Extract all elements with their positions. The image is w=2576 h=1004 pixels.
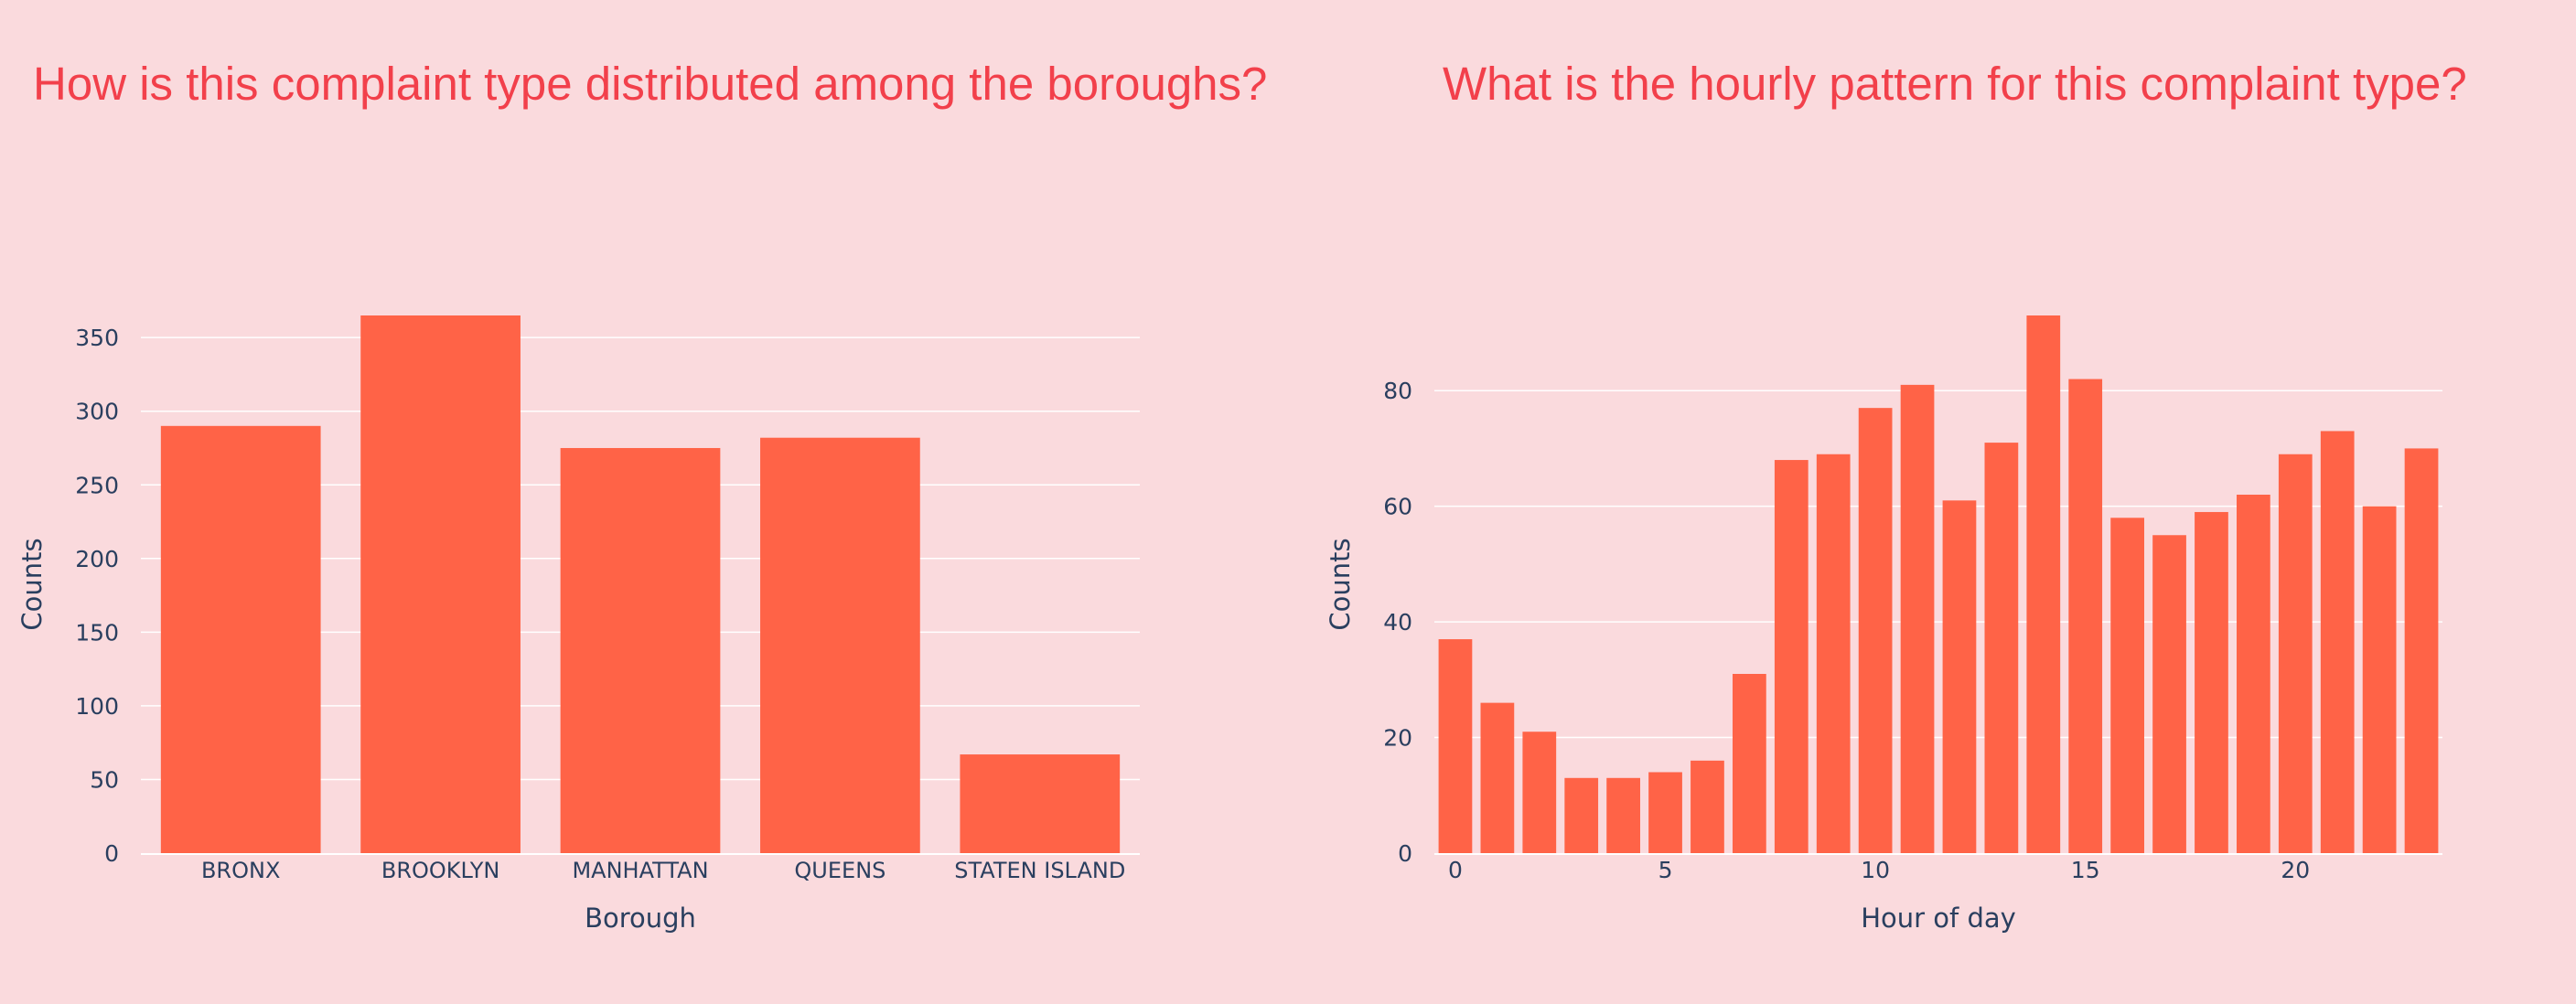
bar <box>2152 535 2186 853</box>
y-tick-label: 60 <box>1383 494 1412 520</box>
bar <box>560 447 721 853</box>
bar <box>2278 454 2313 853</box>
bar <box>1984 443 2019 853</box>
bar <box>1648 772 1682 853</box>
x-tick-label: MANHATTAN <box>572 858 708 883</box>
bar <box>2237 495 2270 853</box>
y-tick-label: 150 <box>75 619 119 646</box>
bar <box>1900 384 1935 853</box>
bar <box>2068 379 2103 853</box>
y-axis-label: Counts <box>16 538 48 630</box>
x-tick-label: 5 <box>1658 857 1673 883</box>
hourly-bar-chart: 0 20 40 60 80 0 5 10 15 20 Hour of day Counts <box>1325 315 2442 934</box>
bar <box>1858 408 1893 853</box>
bar <box>1942 500 1977 853</box>
y-tick-label: 200 <box>75 546 119 572</box>
bar <box>1733 674 1766 853</box>
bar <box>1438 639 1473 853</box>
bar <box>2404 448 2439 853</box>
y-tick-label: 0 <box>104 840 119 867</box>
y-tick-label: 50 <box>90 766 119 793</box>
bar <box>1774 460 1809 853</box>
bar <box>1816 454 1851 853</box>
x-tick-label: STATEN ISLAND <box>954 858 1125 883</box>
x-axis-label: Borough <box>585 903 696 934</box>
x-tick-label: 0 <box>1448 857 1463 883</box>
bar <box>960 754 1121 853</box>
y-tick-label: 100 <box>75 693 119 720</box>
x-tick-label: 10 <box>1861 857 1890 883</box>
bar <box>160 425 321 853</box>
x-tick-label: 20 <box>2281 857 2310 883</box>
y-tick-label: 80 <box>1383 378 1412 404</box>
bar <box>1606 777 1640 853</box>
y-tick-label: 40 <box>1383 609 1412 636</box>
x-tick-label: 15 <box>2071 857 2100 883</box>
bar <box>1690 760 1724 853</box>
hourly-chart-panel: What is the hourly pattern for this comp… <box>1288 0 2576 1004</box>
x-tick-label: BRONX <box>201 858 280 883</box>
y-tick-label: 350 <box>75 325 119 351</box>
bar <box>1480 702 1515 853</box>
y-tick-label: 0 <box>1398 840 1412 867</box>
borough-chart-panel: How is this complaint type distributed a… <box>16 58 1268 934</box>
bar <box>1522 732 1557 853</box>
bar <box>2362 506 2397 853</box>
bar <box>360 315 521 853</box>
bar <box>1564 777 1599 853</box>
borough-chart-title: How is this complaint type distributed a… <box>33 58 1268 110</box>
bar <box>2026 315 2061 853</box>
y-axis-label: Counts <box>1325 538 1356 630</box>
x-tick-label: BROOKLYN <box>381 858 499 883</box>
bar <box>2320 431 2355 853</box>
x-axis-label: Hour of day <box>1861 903 2016 934</box>
borough-bar-chart: 0 50 100 150 200 250 300 350 BRONX BROOKLYN MANHAT… <box>16 315 1140 934</box>
y-tick-label: 250 <box>75 472 119 498</box>
bar <box>2110 518 2144 853</box>
bar <box>760 437 920 853</box>
x-tick-label: QUEENS <box>794 858 886 883</box>
y-tick-label: 20 <box>1383 725 1412 752</box>
bar <box>2195 511 2228 853</box>
y-tick-label: 300 <box>75 399 119 425</box>
hourly-chart-title: What is the hourly pattern for this comp… <box>1443 58 2467 110</box>
